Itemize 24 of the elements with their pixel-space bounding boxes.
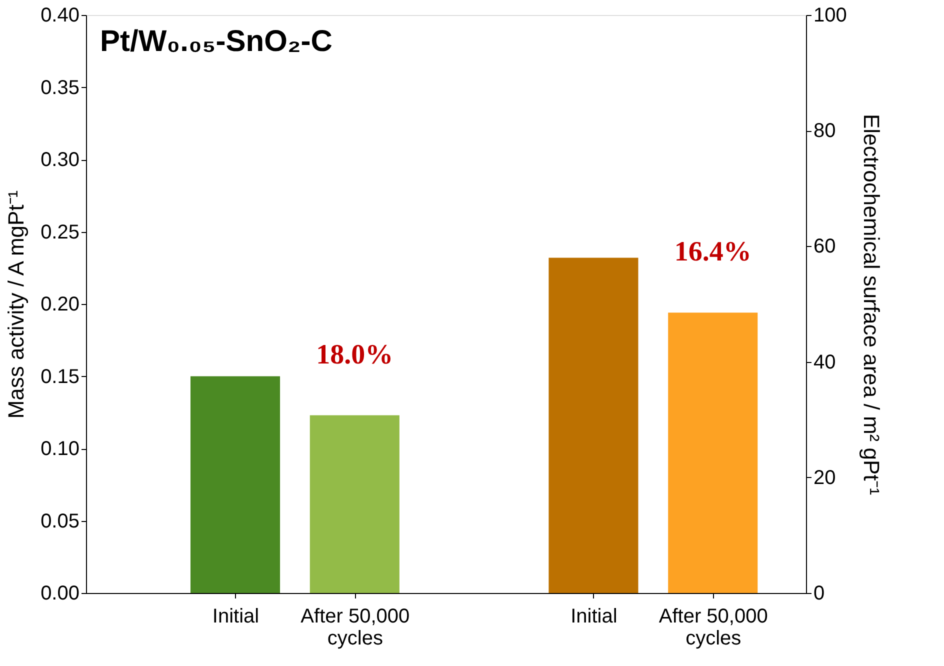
y2-tick-label: 0 (814, 582, 825, 604)
chart-title: Pt/W₀.₀₅-SnO₂-C (100, 25, 332, 58)
x-tick-label: Initial (570, 606, 618, 628)
y-tick-label: 0.30 (40, 149, 80, 171)
annotation: 16.4% (674, 236, 752, 268)
annotation: 18.0% (316, 339, 394, 370)
y2-axis-title: Electrochemical surface area / m² gPt⁻¹ (858, 114, 884, 496)
y2-tick-label: 80 (814, 120, 836, 142)
x-tick-label: After 50,000 cycles (658, 606, 768, 650)
y-tick-label: 0.35 (40, 76, 80, 99)
y-tick-label: 0.25 (40, 221, 80, 244)
y2-tick-label: 60 (814, 236, 836, 258)
y2-tick-label: 40 (814, 351, 836, 374)
y-axis-title: Mass activity / A mgPt⁻¹ (4, 190, 29, 419)
y-tick-label: 0.00 (40, 582, 80, 604)
y2-tick-label: 100 (814, 4, 847, 26)
x-tick-label: After 50,000 cycles (300, 606, 410, 650)
y2-tick-label: 20 (814, 466, 836, 489)
y-tick-label: 0.10 (40, 438, 80, 460)
x-tick-label: Initial (212, 606, 260, 628)
y-tick-label: 0.40 (40, 4, 80, 26)
y-tick-label: 0.15 (40, 366, 80, 388)
y-tick-label: 0.20 (40, 294, 80, 316)
y-tick-label: 0.05 (40, 510, 80, 532)
